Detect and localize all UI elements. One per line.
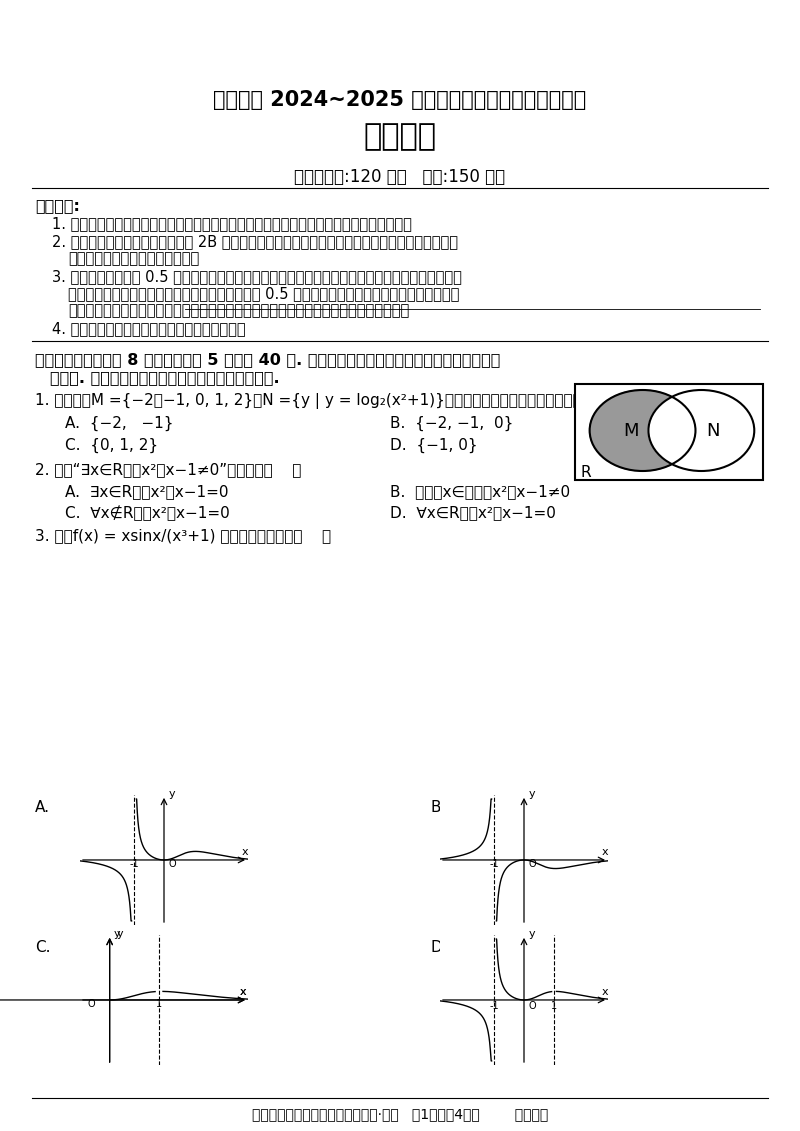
Text: O: O	[529, 1001, 536, 1011]
Text: x: x	[240, 987, 246, 996]
Text: -1: -1	[489, 1001, 499, 1011]
Text: y: y	[117, 929, 124, 939]
Text: B.  不存在x∈Ｂ，使x²＋x−1≠0: B. 不存在x∈Ｂ，使x²＋x−1≠0	[390, 484, 570, 499]
Text: 注意事项:: 注意事项:	[35, 198, 80, 213]
Text: -1: -1	[489, 860, 499, 869]
Text: O: O	[87, 999, 95, 1009]
Text: D.: D.	[430, 940, 446, 955]
Text: 4. 考试结束，务必将答题卡和答题卷一并上交。: 4. 考试结束，务必将答题卡和答题卷一并上交。	[52, 321, 246, 336]
Text: 正确的. 请把正确的选项填涂在答题卡相应的位置上.: 正确的. 请把正确的选项填涂在答题卡相应的位置上.	[50, 370, 280, 385]
Text: x: x	[602, 987, 608, 996]
Text: 所指示的答题区域作答，超出答题区域书写的答案无效，在试题卷、草稿纸上答题无效。: 所指示的答题区域作答，超出答题区域书写的答案无效，在试题卷、草稿纸上答题无效。	[68, 303, 410, 318]
Text: 2. 答题时，每小题选出答案后，用 2B 铅笔把答题卡上对应题目的答案标号涂黑。如需改动，用橡皮: 2. 答题时，每小题选出答案后，用 2B 铅笔把答题卡上对应题目的答案标号涂黑。…	[52, 234, 458, 249]
Text: 擦干净后，再选涂其他答案标号。: 擦干净后，再选涂其他答案标号。	[68, 251, 199, 266]
Text: 1. 答题前，务必在答题卡和答题卷规定的地方填写自己的姓名、准考证号和座位号后两位。: 1. 答题前，务必在答题卡和答题卷规定的地方填写自己的姓名、准考证号和座位号后两…	[52, 216, 412, 231]
Text: A.  {−2,   −1}: A. {−2, −1}	[65, 416, 174, 431]
Text: C.: C.	[35, 940, 50, 955]
Text: y: y	[529, 929, 535, 939]
Text: x: x	[240, 987, 246, 996]
Text: N: N	[706, 422, 720, 440]
Text: 1: 1	[156, 999, 162, 1009]
Circle shape	[649, 390, 754, 470]
Text: x: x	[602, 847, 608, 857]
Text: O: O	[529, 860, 536, 869]
Text: A.: A.	[35, 800, 50, 815]
Text: 合肥一中高三第二次教学质量检测·数学   第1页（共4页）        省中联考: 合肥一中高三第二次教学质量检测·数学 第1页（共4页） 省中联考	[252, 1107, 548, 1121]
Text: A.  ∃x∈R，使x²＋x−1=0: A. ∃x∈R，使x²＋x−1=0	[65, 484, 229, 499]
Text: y: y	[169, 789, 175, 798]
Text: x: x	[242, 847, 248, 857]
Text: y: y	[529, 789, 535, 798]
Text: 合肥一中 2024~2025 学年度高三第二次教学质量检测: 合肥一中 2024~2025 学年度高三第二次教学质量检测	[214, 90, 586, 110]
Text: C.  ∀x∉R，使x²＋x−1=0: C. ∀x∉R，使x²＋x−1=0	[65, 506, 230, 520]
Text: （考试时间:120 分钟   满分:150 分）: （考试时间:120 分钟 满分:150 分）	[294, 169, 506, 185]
Text: 1. 已知集合M ={−2，−1, 0, 1, 2}，N ={y | y = log₂(x²+1)}，则图中阴影部分所表示的集合是（     ）: 1. 已知集合M ={−2，−1, 0, 1, 2}，N ={y | y = l…	[35, 392, 624, 409]
Text: B.  {−2, −1,  0}: B. {−2, −1, 0}	[390, 416, 514, 431]
Text: 数学试题: 数学试题	[363, 122, 437, 152]
Text: 1: 1	[551, 1001, 557, 1011]
Text: 2. 命题“∃x∈R，使x²＋x−1≠0”的否定是（    ）: 2. 命题“∃x∈R，使x²＋x−1≠0”的否定是（ ）	[35, 461, 302, 477]
Text: O: O	[169, 860, 176, 869]
Circle shape	[590, 390, 695, 470]
Text: 一、选择题：本题共 8 小题，每小题 5 分，共 40 分. 在每小题给出的四个选项中，只有一个选项是: 一、选择题：本题共 8 小题，每小题 5 分，共 40 分. 在每小题给出的四个…	[35, 352, 500, 366]
Text: 3. 答题时，必须使用 0.5 毫米的黑色墨水签字笔在答题卷上书写，要求字体工整、笔迹清晰。作图题: 3. 答题时，必须使用 0.5 毫米的黑色墨水签字笔在答题卷上书写，要求字体工整…	[52, 269, 462, 284]
Text: D.  ∀x∈R，使x²＋x−1=0: D. ∀x∈R，使x²＋x−1=0	[390, 506, 556, 520]
Text: -1: -1	[129, 860, 139, 869]
Text: B.: B.	[430, 800, 446, 815]
Text: R: R	[581, 465, 591, 480]
Text: 3. 函数f(x) = xsinx/(x³+1) 的部分图象大致为（    ）: 3. 函数f(x) = xsinx/(x³+1) 的部分图象大致为（ ）	[35, 528, 331, 543]
Text: D.  {−1, 0}: D. {−1, 0}	[390, 438, 478, 454]
Text: M: M	[623, 422, 638, 440]
Text: C.  {0, 1, 2}: C. {0, 1, 2}	[65, 438, 158, 454]
Text: y: y	[114, 929, 120, 939]
Text: 可先用铅笔在答题卷规定的位置绘出，确认后再用 0.5 毫米的黑色墨水签字笔描清楚。必须在题号: 可先用铅笔在答题卷规定的位置绘出，确认后再用 0.5 毫米的黑色墨水签字笔描清楚…	[68, 286, 459, 301]
